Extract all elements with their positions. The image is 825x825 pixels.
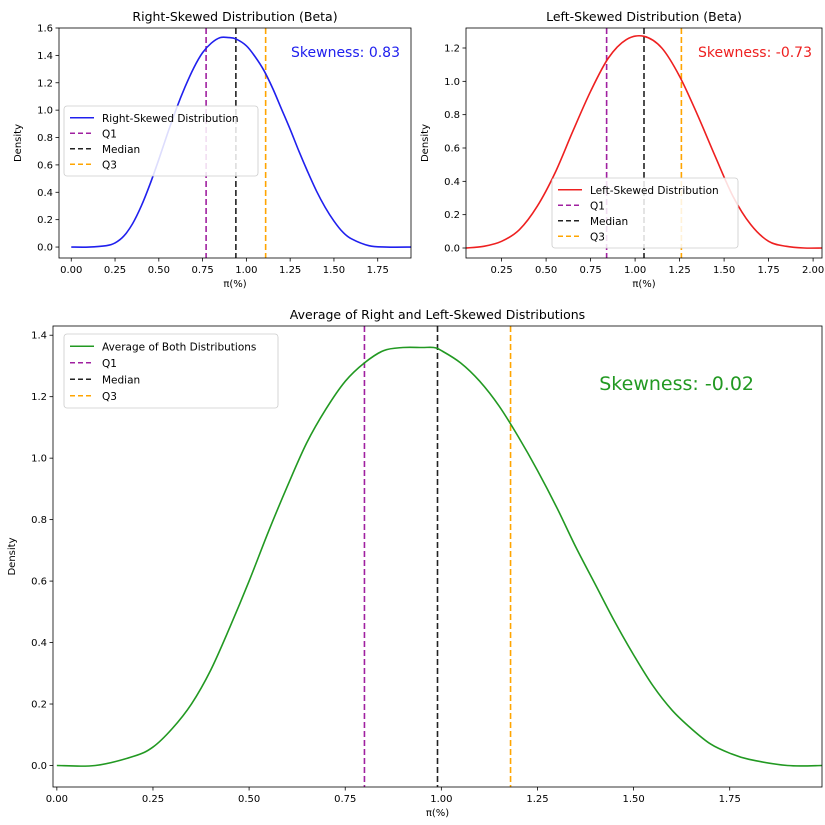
legend-label: Average of Both Distributions	[102, 341, 256, 353]
legend-label: Q3	[102, 391, 117, 403]
legend-label: Right-Skewed Distribution	[102, 113, 239, 125]
chart-title: Average of Right and Left-Skewed Distrib…	[290, 307, 585, 322]
y-axis-label: Density	[13, 124, 24, 162]
chart-right: Right-Skewed Distribution (Beta) 0.00 0.25…	[13, 9, 412, 290]
y-tick-label: 1.0	[37, 106, 53, 117]
skewness-annotation: Skewness: -0.02	[599, 373, 754, 395]
x-tick-label: 1.75	[757, 265, 779, 276]
y-tick-label: 0.4	[37, 188, 53, 199]
y-tick-label: 0.8	[31, 515, 47, 526]
y-tick-label: 0.6	[37, 160, 53, 171]
y-axis-label: Density	[420, 124, 431, 162]
x-axis-label: π(%)	[632, 279, 655, 290]
legend-label: Q1	[102, 128, 117, 140]
legend-label: Q1	[102, 358, 117, 370]
y-axis-label: Density	[7, 537, 18, 575]
x-tick-label: 1.00	[624, 265, 646, 276]
y-tick-label: 0.0	[444, 244, 460, 255]
y-tick-label: 0.8	[37, 133, 53, 144]
y-tick-label: 0.6	[31, 577, 47, 588]
x-tick-label: 0.75	[191, 265, 213, 276]
x-tick-label: 1.50	[323, 265, 345, 276]
axes-frame	[52, 325, 823, 788]
plot-area	[56, 326, 822, 787]
x-tick-label: 1.75	[719, 794, 741, 805]
x-tick-label: 1.25	[526, 794, 548, 805]
legend-box	[63, 105, 259, 177]
x-axis-label: π(%)	[426, 808, 449, 819]
legend-label: Median	[102, 144, 140, 156]
x-tick-label: 0.50	[148, 265, 170, 276]
chart-title: Right-Skewed Distribution (Beta)	[132, 9, 337, 24]
legend-box	[63, 333, 279, 409]
x-tick-label: 0.00	[60, 265, 82, 276]
skewness-annotation: Skewness: 0.83	[291, 45, 400, 61]
chart-avg: Average of Right and Left-Skewed Distrib…	[7, 307, 823, 819]
x-tick-label: 1.25	[668, 265, 690, 276]
x-tick-label: 0.50	[238, 794, 260, 805]
legend: Left-Skewed Distribution Q1 Median Q3	[551, 177, 739, 249]
series-line-0	[71, 36, 411, 248]
y-tick-label: 0.2	[444, 210, 460, 221]
legend-label: Median	[590, 216, 628, 228]
x-tick-label: 1.50	[622, 794, 644, 805]
x-tick-label: 1.00	[430, 794, 452, 805]
series-line-0	[56, 346, 822, 767]
y-tick-label: 1.2	[31, 392, 47, 403]
plot-area	[71, 28, 411, 258]
y-tick-label: 1.4	[31, 331, 47, 342]
y-tick-label: 0.0	[31, 761, 47, 772]
y-tick-label: 1.4	[37, 51, 53, 62]
x-tick-label: 0.25	[104, 265, 126, 276]
legend-label: Q3	[590, 231, 605, 243]
y-tick-label: 1.6	[37, 24, 53, 35]
x-tick-label: 0.00	[46, 794, 68, 805]
x-tick-label: 0.25	[142, 794, 164, 805]
x-tick-label: 1.75	[367, 265, 389, 276]
chart-title: Left-Skewed Distribution (Beta)	[546, 9, 742, 24]
x-axis-label: π(%)	[223, 279, 246, 290]
series-line-0	[466, 34, 822, 249]
axes-frame	[465, 27, 823, 259]
legend: Right-Skewed Distribution Q1 Median Q3	[63, 105, 259, 177]
x-tick-label: 0.25	[490, 265, 512, 276]
y-tick-label: 0.2	[31, 700, 47, 711]
y-tick-label: 0.2	[37, 215, 53, 226]
legend: Average of Both Distributions Q1 Median Q3	[63, 333, 279, 409]
y-tick-label: 0.4	[31, 638, 47, 649]
y-tick-label: 0.6	[444, 144, 460, 155]
y-tick-label: 0.4	[444, 177, 460, 188]
legend-label: Median	[102, 374, 140, 386]
x-tick-label: 1.25	[279, 265, 301, 276]
skewness-annotation: Skewness: -0.73	[698, 45, 812, 61]
x-tick-label: 2.00	[802, 265, 824, 276]
x-tick-label: 0.75	[579, 265, 601, 276]
x-tick-label: 0.75	[334, 794, 356, 805]
y-tick-label: 1.2	[37, 78, 53, 89]
chart-left: Left-Skewed Distribution (Beta) 0.25 0.50 0…	[420, 9, 824, 290]
y-tick-label: 1.2	[444, 44, 460, 55]
axes-frame	[58, 27, 412, 259]
legend-label: Q1	[590, 200, 605, 212]
x-tick-label: 0.50	[535, 265, 557, 276]
y-tick-label: 0.0	[37, 243, 53, 254]
x-tick-label: 1.00	[235, 265, 257, 276]
legend-box	[551, 177, 739, 249]
y-tick-label: 1.0	[31, 454, 47, 465]
legend-label: Q3	[102, 159, 117, 171]
y-tick-label: 1.0	[444, 77, 460, 88]
x-tick-label: 1.50	[713, 265, 735, 276]
y-tick-label: 0.8	[444, 110, 460, 121]
legend-label: Left-Skewed Distribution	[590, 185, 719, 197]
